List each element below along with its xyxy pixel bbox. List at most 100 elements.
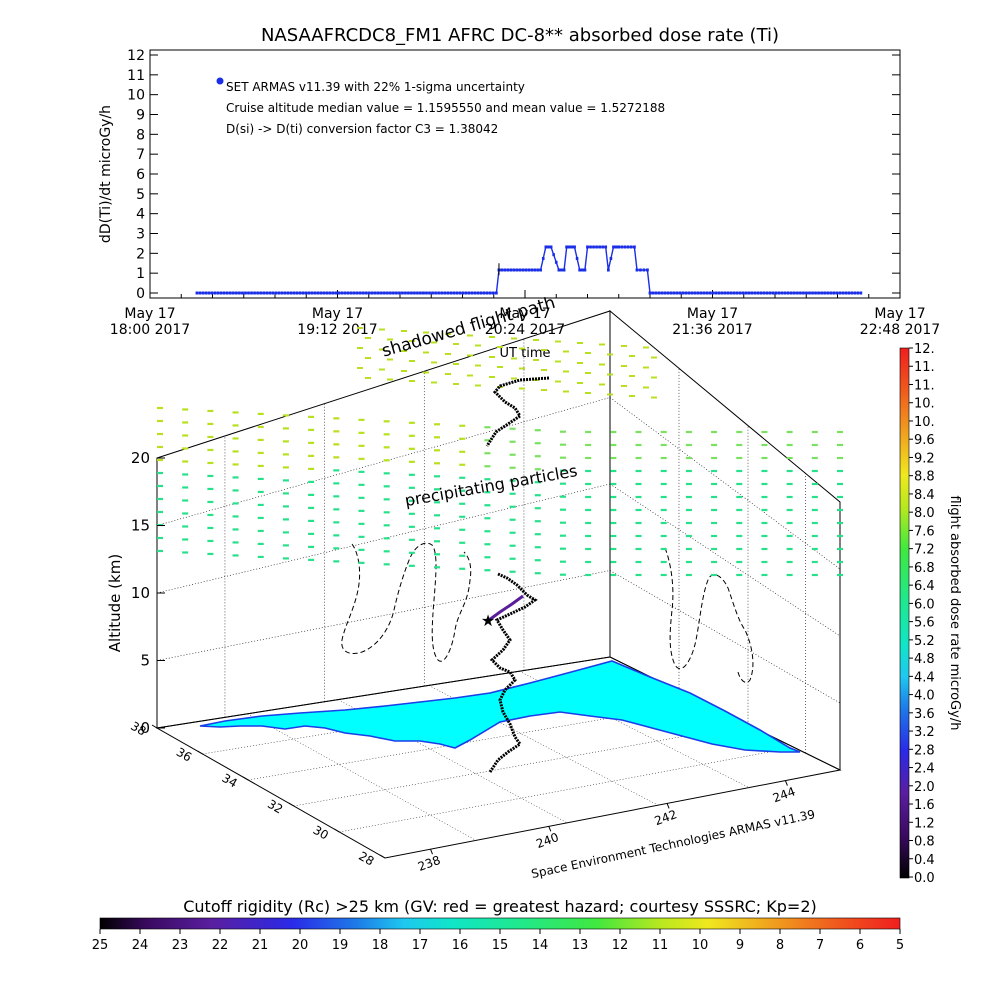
dose-rate-colorbar-tick-label: 1.6 <box>914 798 935 813</box>
dose-rate-point <box>310 291 314 295</box>
dose-rate-point <box>331 291 335 295</box>
dose-rate-point <box>500 268 504 272</box>
dose-rate-point <box>413 291 416 295</box>
dose-rate-point <box>592 245 595 249</box>
altitude-tick-label: 20 <box>131 449 150 467</box>
dose-rate-point <box>669 291 673 295</box>
dose-rate-point <box>328 291 332 295</box>
cutoff-rigidity-tick-label: 20 <box>292 938 309 953</box>
dose-rate-point <box>841 291 845 295</box>
dose-rate-point <box>416 291 419 295</box>
cutoff-rigidity-tick-label: 23 <box>172 938 189 953</box>
altitude-axis-label: Altitude (km) <box>106 554 124 652</box>
dose-rate-point <box>398 291 401 295</box>
dose-rate-colorbar-tick-label: 7.2 <box>914 543 935 558</box>
dose-rate-point <box>347 291 350 295</box>
dose-rate-point <box>684 291 688 295</box>
dose-rate-point <box>512 268 516 272</box>
y-tick-label: 10 <box>127 88 145 104</box>
latitude-tick-label: 30 <box>311 823 331 843</box>
dose-rate-point <box>524 268 528 272</box>
dose-rate-point <box>449 291 453 295</box>
y-tick-label: 9 <box>136 108 145 124</box>
dose-rate-point <box>702 291 706 295</box>
dose-rate-colorbar-tick-label: 2.0 <box>914 780 935 795</box>
dose-rate-point <box>544 245 548 249</box>
dose-rate-colorbar-tick-label: 9.2 <box>914 451 935 466</box>
dose-rate-point <box>750 291 754 295</box>
dose-rate-point <box>614 245 618 249</box>
dose-rate-point <box>787 291 790 295</box>
dose-rate-point <box>832 291 835 295</box>
cutoff-rigidity-tick-label: 9 <box>736 938 744 953</box>
dose-rate-point <box>518 268 522 272</box>
dose-rate-colorbar-tick-label: 10. <box>914 397 935 412</box>
y-tick-label: 4 <box>136 207 145 223</box>
dose-rate-point <box>657 291 661 295</box>
cutoff-rigidity-tick-label: 13 <box>572 938 589 953</box>
x-tick-label-date: May 17 <box>874 306 925 322</box>
dose-rate-point <box>829 291 832 295</box>
latitude-tick <box>242 776 249 781</box>
altitude-3d-plot: ★ 0 5 10 15 20 28 30 32 34 36 38 238 240 242 244 Altit… <box>106 293 843 881</box>
dose-rate-point <box>802 291 805 295</box>
dose-rate-point <box>554 260 558 264</box>
top-chart-x-label: UT time <box>500 346 551 361</box>
longitude-tick-label: 244 <box>771 784 797 805</box>
floor-gridline <box>339 747 795 833</box>
dose-rate-colorbar-tick-label: 6.0 <box>914 597 935 612</box>
dose-rate-point <box>557 268 561 272</box>
dose-rate-point <box>589 245 592 249</box>
dose-rate-point <box>708 291 712 295</box>
dose-rate-colorbar: 0.0 0.4 0.8 1.2 1.6 2.0 2.4 2.8 3.2 3.6 4.0 4.4 4.8 5… <box>899 342 962 886</box>
latitude-tick-label: 34 <box>219 771 239 791</box>
cutoff-rigidity-tick-label: 11 <box>652 938 669 953</box>
cruise-note: Cruise altitude median value = 1.1595550… <box>226 101 665 115</box>
dose-rate-point <box>232 291 235 295</box>
dose-rate-point <box>470 291 474 295</box>
dose-rate-point <box>675 291 679 295</box>
dose-rate-colorbar-tick-label: 12. <box>914 342 935 357</box>
annotation-precipitating-particles: precipitating particles <box>403 461 579 510</box>
cutoff-rigidity-tick-label: 14 <box>532 938 549 953</box>
longitude-tick <box>666 803 670 809</box>
cutoff-rigidity-tick-label: 18 <box>372 938 389 953</box>
dose-rate-point <box>850 291 854 295</box>
dose-rate-point <box>859 291 863 295</box>
dose-rate-point <box>549 245 553 249</box>
shadow-curve-right-wall <box>664 547 754 683</box>
dose-rate-point <box>341 291 344 295</box>
dose-rate-point <box>292 291 296 295</box>
back-wall-gridline <box>156 570 611 661</box>
latitude-tick-label: 36 <box>174 745 194 765</box>
floor-gridline <box>338 699 568 824</box>
dose-rate-colorbar-gradient <box>899 347 910 879</box>
dose-rate-colorbar-tick-label: 0.0 <box>914 871 935 886</box>
longitude-tick <box>548 826 552 832</box>
conversion-note: D(si) -> D(ti) conversion factor C3 = 1.… <box>226 122 498 136</box>
dose-rate-point <box>607 268 610 272</box>
dose-rate-point <box>856 291 860 295</box>
dose-rate-point <box>377 291 380 295</box>
dose-rate-point <box>274 291 278 295</box>
latitude-tick-label: 32 <box>265 797 285 817</box>
dose-rate-point <box>699 291 703 295</box>
dose-rate-point <box>195 291 199 295</box>
dose-rate-point <box>583 268 587 272</box>
top-chart: NASAAFRCDC8_FM1 AFRC DC-8** absorbed dos… <box>98 25 940 361</box>
legend-marker <box>216 77 224 85</box>
y-tick-label: 12 <box>127 48 145 64</box>
dose-rate-point <box>241 291 244 295</box>
dose-rate-point <box>389 291 392 295</box>
dose-rate-point <box>344 291 347 295</box>
dose-rate-point <box>580 268 584 272</box>
dose-rate-point <box>648 291 652 295</box>
cutoff-rigidity-tick-label: 25 <box>92 938 109 953</box>
cutoff-rigidity-tick-label: 21 <box>252 938 269 953</box>
altitude-tick-label: 5 <box>140 652 150 670</box>
dose-rate-point <box>213 291 217 295</box>
dose-rate-point <box>301 291 305 295</box>
dose-rate-point <box>479 291 483 295</box>
dose-rate-point <box>536 268 539 272</box>
